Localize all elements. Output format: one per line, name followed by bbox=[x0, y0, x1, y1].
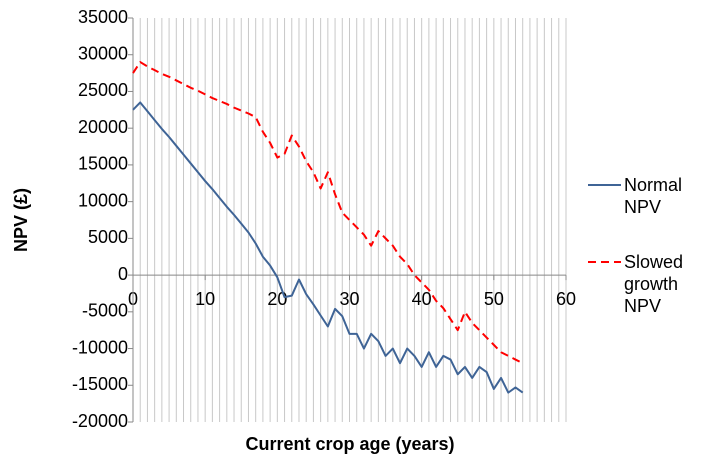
y-tick-label: 25000 bbox=[78, 80, 128, 100]
y-tick-label: 15000 bbox=[78, 154, 128, 174]
x-axis-title: Current crop age (years) bbox=[245, 434, 454, 454]
x-tick-label: 10 bbox=[195, 289, 215, 309]
y-tick-label: 35000 bbox=[78, 7, 128, 27]
x-tick-label: 60 bbox=[556, 289, 576, 309]
y-tick-label: -5000 bbox=[82, 301, 128, 321]
x-tick-label: 50 bbox=[484, 289, 504, 309]
y-tick-label: 5000 bbox=[88, 227, 128, 247]
series-line bbox=[132, 61, 524, 365]
y-tick-label: -20000 bbox=[72, 411, 128, 431]
y-axis-title: NPV (£) bbox=[11, 188, 31, 252]
legend-label: Slowed growth NPV bbox=[624, 252, 684, 316]
y-tick-label: 0 bbox=[118, 264, 128, 284]
legend-label: Normal NPV bbox=[624, 175, 683, 217]
y-tick-label: -10000 bbox=[72, 337, 128, 357]
x-tick-label: 40 bbox=[412, 289, 432, 309]
y-tick-label: 10000 bbox=[78, 190, 128, 210]
y-tick-label: -15000 bbox=[72, 374, 128, 394]
y-tick-label: 30000 bbox=[78, 43, 128, 63]
series-line bbox=[132, 101, 524, 394]
y-tick-label: 20000 bbox=[78, 117, 128, 137]
x-tick-label: 30 bbox=[339, 289, 359, 309]
x-tick-label: 20 bbox=[267, 289, 287, 309]
